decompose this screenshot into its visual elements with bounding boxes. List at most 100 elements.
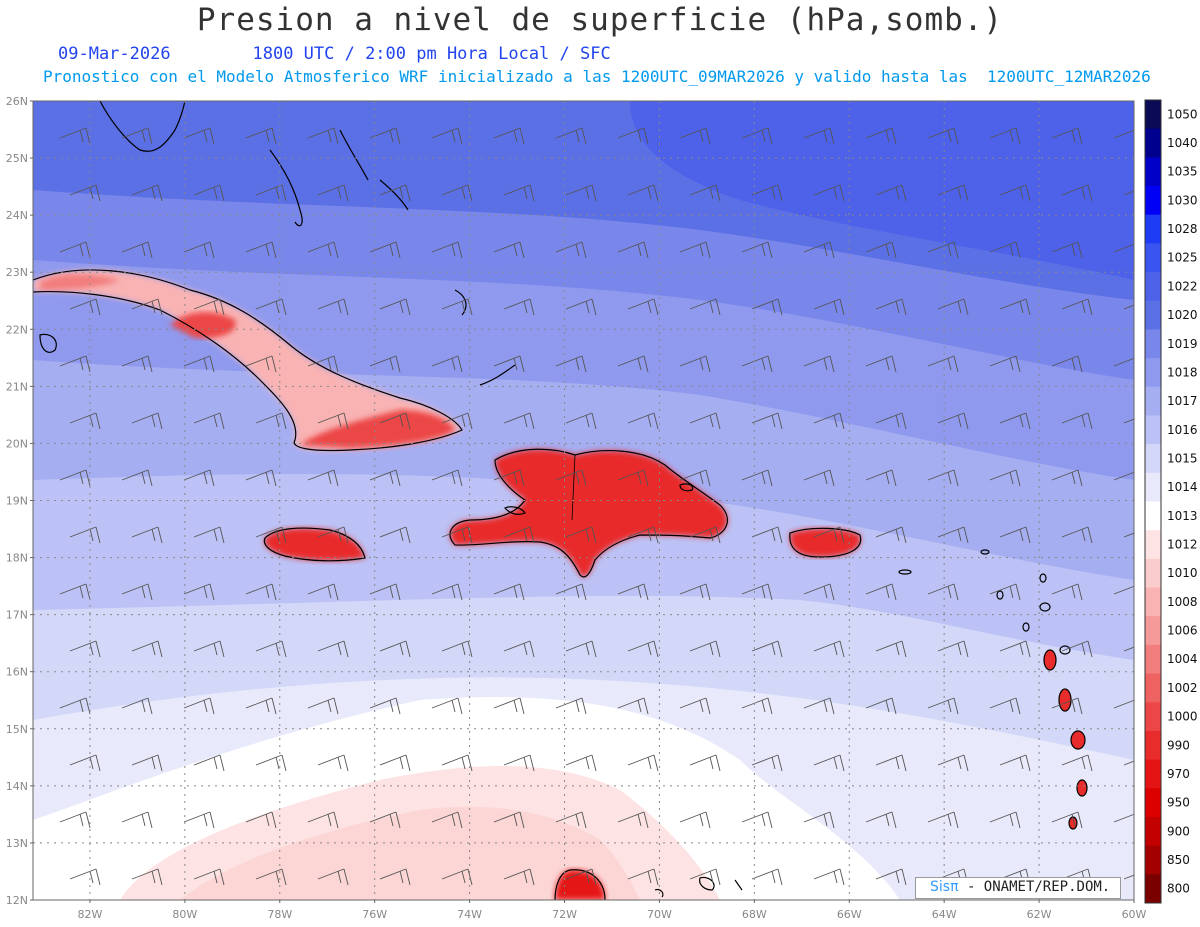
- wind-barb: [69, 298, 101, 316]
- wind-barb: [927, 811, 959, 829]
- wind-barb: [493, 697, 525, 715]
- wind-barb: [865, 469, 897, 487]
- wind-barb: [307, 355, 339, 373]
- lat-label: 20N: [6, 437, 28, 450]
- colorbar-swatch: [1145, 730, 1161, 761]
- wind-barb: [307, 697, 339, 715]
- lat-label: 23N: [6, 266, 28, 279]
- wind-barb: [865, 355, 897, 373]
- wind-barb: [875, 184, 907, 202]
- colorbar-label: 1017: [1167, 394, 1198, 408]
- wind-barb: [627, 754, 659, 772]
- wind-barb: [1061, 526, 1093, 544]
- colorbar-swatch: [1145, 415, 1161, 445]
- wind-barb: [193, 754, 225, 772]
- lat-label: 21N: [6, 380, 28, 393]
- colorbar-label: 1002: [1167, 681, 1198, 695]
- wind-barb: [999, 298, 1031, 316]
- wind-barb: [317, 184, 349, 202]
- wind-barb: [121, 469, 153, 487]
- colorbar-label: 1025: [1167, 251, 1198, 265]
- lon-label: 82W: [78, 908, 103, 921]
- wind-barb: [59, 469, 91, 487]
- wind-barb: [1113, 357, 1134, 367]
- wind-barb: [131, 868, 163, 886]
- wind-barb: [803, 811, 835, 829]
- colorbar-swatch: [1145, 186, 1161, 216]
- wind-barb: [1113, 813, 1134, 823]
- wind-barb: [865, 127, 897, 145]
- wind-barb: [1051, 127, 1083, 145]
- wind-barb: [317, 412, 349, 430]
- wind-barb: [317, 868, 349, 886]
- colorbar-swatch: [1145, 644, 1161, 675]
- colorbar-frame: [1144, 99, 1162, 904]
- wind-barb: [131, 298, 163, 316]
- wind-barb: [689, 526, 721, 544]
- lat-label: 13N: [6, 837, 28, 850]
- wind-barb: [307, 241, 339, 259]
- wind-barb: [1051, 697, 1083, 715]
- wind-barb: [989, 127, 1021, 145]
- wind-barb: [937, 184, 969, 202]
- wind-barb: [431, 697, 463, 715]
- wind-barb: [679, 469, 711, 487]
- wind-barb: [937, 754, 969, 772]
- wind-barb: [689, 298, 721, 316]
- wind-barb: [679, 697, 711, 715]
- band-1025: [630, 101, 1134, 280]
- wind-barb: [121, 697, 153, 715]
- wind-barb: [555, 355, 587, 373]
- lon-label: 64W: [932, 908, 957, 921]
- wind-barb: [69, 868, 101, 886]
- colorbar-swatch: [1145, 243, 1161, 273]
- wind-barb: [999, 184, 1031, 202]
- lat-label: 16N: [6, 666, 28, 679]
- wind-barb: [813, 526, 845, 544]
- colorbar-label: 1022: [1167, 279, 1198, 293]
- wind-barb: [493, 469, 525, 487]
- wind-barb: [689, 412, 721, 430]
- wind-barb: [865, 811, 897, 829]
- wind-barb: [751, 298, 783, 316]
- puerto-rico-coast: [789, 527, 862, 558]
- wind-barb: [493, 127, 525, 145]
- colorbar-swatch: [1145, 472, 1161, 502]
- wind-barb: [875, 298, 907, 316]
- colorbar-swatch: [1145, 558, 1161, 589]
- wind-barb: [183, 811, 215, 829]
- colorbar-label: 1010: [1167, 566, 1198, 580]
- wind-barb: [813, 412, 845, 430]
- wind-barb: [431, 127, 463, 145]
- wind-barb: [865, 697, 897, 715]
- wind-barb: [689, 640, 721, 658]
- wind-barb: [565, 298, 597, 316]
- wind-barb: [875, 754, 907, 772]
- wind-barb: [131, 184, 163, 202]
- colorbar-label: 1013: [1167, 509, 1198, 523]
- colorbar-swatch: [1145, 386, 1161, 416]
- lon-label: 72W: [552, 908, 577, 921]
- wind-barb: [565, 754, 597, 772]
- lat-label: 17N: [6, 609, 28, 622]
- wind-barb: [565, 412, 597, 430]
- wind-barb: [1051, 469, 1083, 487]
- wind-barb: [121, 355, 153, 373]
- wind-barb: [989, 811, 1021, 829]
- lon-label: 60W: [1122, 908, 1147, 921]
- wind-barb: [369, 811, 401, 829]
- wind-barb: [193, 184, 225, 202]
- wind-barb: [999, 526, 1031, 544]
- wind-barb: [565, 640, 597, 658]
- wind-barb: [937, 412, 969, 430]
- wind-barb: [937, 298, 969, 316]
- colorbar-label: 1028: [1167, 222, 1198, 236]
- wind-barb: [245, 583, 277, 601]
- cuba-coast: [33, 269, 463, 452]
- wind-barb: [131, 412, 163, 430]
- wind-barb: [121, 127, 153, 145]
- lat-label: 15N: [6, 723, 28, 736]
- wind-barb: [307, 469, 339, 487]
- lat-label: 14N: [6, 780, 28, 793]
- credit-text: - ONAMET/REP.DOM.: [966, 879, 1111, 895]
